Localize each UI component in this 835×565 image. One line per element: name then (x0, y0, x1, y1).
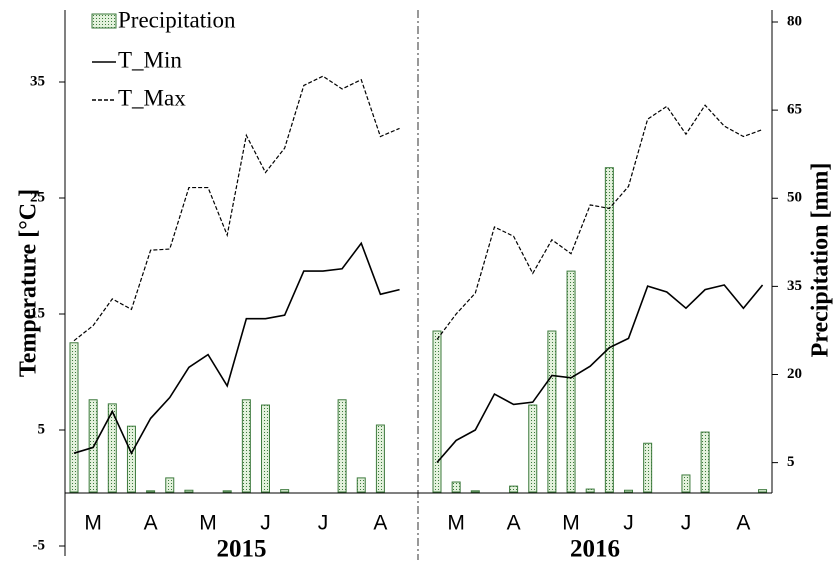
bar (375, 424, 385, 493)
bar (604, 167, 614, 493)
x-tick-label: A (144, 512, 158, 535)
x-tick-label: A (373, 512, 387, 535)
y2-tick-label: 50 (787, 190, 802, 206)
y2-tick-label: 20 (787, 366, 802, 382)
bar (470, 490, 480, 493)
bar (280, 489, 290, 493)
x-tick-label: J (623, 512, 634, 535)
bar (547, 330, 557, 493)
bar (165, 477, 175, 493)
y-tick-label: 35 (30, 73, 45, 89)
bar (643, 442, 653, 493)
legend-swatch (91, 13, 117, 29)
bar (184, 489, 194, 493)
bar (700, 431, 710, 493)
legend-label: T_Max (118, 85, 186, 110)
bar (528, 404, 538, 493)
y-axis-title: Temperature [°C ] (16, 189, 42, 377)
bar (681, 474, 691, 493)
y2-tick-label: 80 (787, 13, 802, 29)
bar (624, 489, 633, 493)
bar (585, 488, 595, 493)
bar (69, 342, 79, 493)
x-tick-label: J (260, 512, 271, 535)
y-tick-label: 15 (30, 305, 45, 321)
x-tick-label: M (84, 512, 102, 535)
x-tick-label: J (318, 512, 329, 535)
bar (241, 399, 251, 493)
x-tick-label: M (562, 512, 580, 535)
y-tick-label: 5 (38, 421, 46, 437)
bar (451, 481, 461, 493)
legend-label: Precipitation (118, 7, 236, 32)
x-tick-label: M (447, 512, 465, 535)
bar (146, 490, 156, 493)
bar (107, 403, 117, 493)
bar (566, 270, 576, 493)
bar (432, 330, 442, 493)
x-tick-label: M (199, 512, 217, 535)
line (73, 75, 400, 342)
bar (337, 399, 347, 493)
y2-tick-label: 5 (787, 454, 795, 470)
year-label: 2016 (570, 536, 620, 563)
y2-tick-label: 35 (787, 278, 802, 294)
bar (758, 489, 768, 493)
y-tick-label: -5 (33, 537, 46, 553)
bar (126, 425, 136, 493)
bar (509, 485, 519, 493)
line (436, 104, 763, 340)
y2-axis-title: Precipitation [mm] (808, 163, 834, 358)
bar (222, 490, 232, 493)
year-label: 2015 (217, 536, 267, 563)
bar (261, 404, 270, 493)
y2-tick-label: 65 (787, 102, 802, 118)
line (436, 284, 764, 464)
line (73, 241, 400, 455)
x-tick-label: A (507, 512, 521, 535)
y-tick-label: 25 (30, 189, 45, 205)
legend-label: T_Min (118, 47, 182, 72)
bar (356, 477, 366, 493)
x-tick-label: J (681, 512, 692, 535)
x-tick-label: A (736, 512, 750, 535)
